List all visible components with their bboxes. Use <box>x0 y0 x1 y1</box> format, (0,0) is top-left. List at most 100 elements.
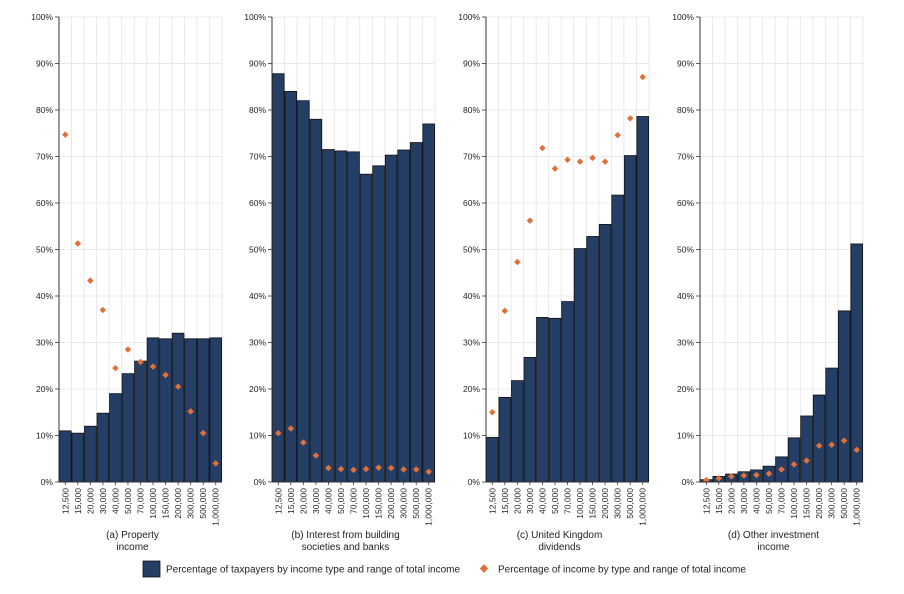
y-tick-label: 100% <box>31 12 53 22</box>
data-point <box>626 115 634 122</box>
y-tick-label: 30% <box>677 338 694 348</box>
data-point <box>740 472 748 479</box>
x-tick-label: 150,000 <box>588 488 598 519</box>
data-point <box>614 131 621 139</box>
data-point <box>589 154 596 162</box>
data-point <box>400 466 407 473</box>
y-tick-label: 80% <box>463 105 480 115</box>
y-tick-label: 80% <box>677 105 694 115</box>
data-point <box>853 446 860 454</box>
data-point <box>601 158 609 165</box>
data-point <box>124 346 132 353</box>
bar <box>397 149 410 483</box>
y-tick-label: 90% <box>36 59 53 69</box>
x-tick-label: 200,000 <box>173 488 183 519</box>
y-tick-label: 90% <box>249 59 266 69</box>
x-tick-label: 50,000 <box>336 488 346 514</box>
legend-bar-swatch <box>142 560 161 578</box>
bar <box>134 360 147 483</box>
x-tick-label: 150,000 <box>161 488 171 519</box>
bar <box>96 412 110 483</box>
data-point <box>412 466 420 473</box>
x-tick-label: 50,000 <box>764 488 774 514</box>
bar <box>334 150 348 483</box>
bar <box>297 100 310 483</box>
data-point <box>275 429 282 437</box>
bar <box>409 142 423 483</box>
x-tick-label: 100,000 <box>148 488 158 519</box>
bar <box>825 367 838 483</box>
data-point <box>325 464 332 472</box>
x-tick-label: 20,000 <box>512 488 522 514</box>
x-tick-label: 150,000 <box>802 488 812 519</box>
bar <box>787 437 801 483</box>
data-point <box>362 465 370 473</box>
bar <box>523 356 537 483</box>
x-tick-label: 20,000 <box>85 488 95 514</box>
data-point <box>840 437 848 444</box>
panel-caption: (b) Interest from building <box>291 530 399 541</box>
x-tick-label: 15,000 <box>500 488 510 514</box>
y-tick-label: 70% <box>36 152 53 162</box>
chart-panels: 0%10%20%30%40%50%60%70%80%90%100%12,500 1… <box>31 12 864 553</box>
bar <box>850 243 863 483</box>
x-tick-label: 1,000,000 <box>424 488 434 526</box>
legend-bar-label: Percentage of taxpayers by income type a… <box>166 565 461 576</box>
x-tick-label: 20,000 <box>298 488 308 514</box>
data-point <box>815 442 823 449</box>
panel-caption: income <box>116 542 149 553</box>
bar <box>109 393 122 483</box>
y-tick-label: 30% <box>36 338 53 348</box>
x-tick-label: 200,000 <box>814 488 824 519</box>
data-point <box>526 217 534 224</box>
bar <box>196 338 210 483</box>
data-point <box>287 425 295 432</box>
bar <box>322 149 335 483</box>
data-point <box>212 460 219 467</box>
y-tick-label: 40% <box>677 291 694 301</box>
x-tick-label: 12,500 <box>701 488 711 514</box>
x-tick-label: 150,000 <box>374 488 384 519</box>
bar <box>837 310 851 483</box>
data-point <box>576 158 584 165</box>
bar <box>511 380 524 483</box>
data-point <box>387 464 395 472</box>
data-point <box>790 461 798 468</box>
data-point <box>62 131 69 138</box>
x-tick-label: 1,000,000 <box>638 488 648 526</box>
y-tick-label: 0% <box>468 477 481 487</box>
y-tick-label: 20% <box>36 384 53 394</box>
x-tick-label: 20,000 <box>726 488 736 514</box>
data-point <box>753 471 760 479</box>
y-tick-label: 30% <box>463 338 480 348</box>
data-point <box>337 465 345 473</box>
bar <box>146 337 160 483</box>
x-tick-label: 200,000 <box>386 488 396 519</box>
y-tick-label: 40% <box>36 291 53 301</box>
x-tick-label: 100,000 <box>361 488 371 519</box>
bar <box>800 415 813 483</box>
bar <box>59 430 72 483</box>
y-tick-label: 90% <box>463 59 480 69</box>
bar <box>586 236 599 483</box>
data-point <box>99 306 107 314</box>
data-point <box>300 439 307 446</box>
y-tick-label: 60% <box>36 198 53 208</box>
x-tick-label: 300,000 <box>186 488 196 519</box>
bar <box>636 116 649 483</box>
y-tick-label: 30% <box>249 338 266 348</box>
x-tick-label: 40,000 <box>110 488 120 514</box>
bar <box>84 425 97 483</box>
data-point <box>564 156 571 164</box>
bar <box>548 317 562 483</box>
data-point <box>514 258 521 266</box>
panel-caption: (a) Property <box>106 530 159 541</box>
data-point <box>639 73 646 81</box>
x-tick-label: 30,000 <box>98 488 108 514</box>
bar <box>271 73 285 483</box>
x-tick-label: 500,000 <box>839 488 849 519</box>
y-tick-label: 50% <box>463 245 480 255</box>
x-tick-label: 40,000 <box>751 488 761 514</box>
x-tick-label: 70,000 <box>777 488 787 514</box>
